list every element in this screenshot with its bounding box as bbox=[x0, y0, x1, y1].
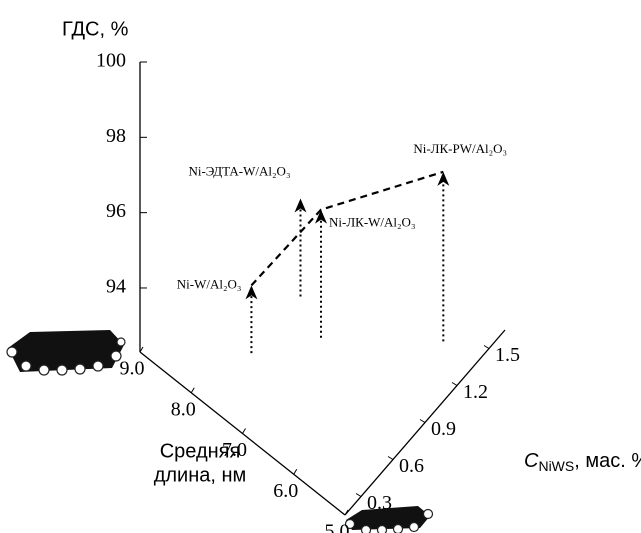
y-tick bbox=[452, 383, 457, 386]
y-axis-symbol: C bbox=[524, 450, 539, 472]
x-tick-label: 7.0 bbox=[222, 439, 247, 461]
x-tick bbox=[243, 429, 246, 434]
x-axis-title: длина, нм bbox=[154, 464, 247, 486]
point-label: Ni-W/Al₂O₃ bbox=[177, 276, 242, 291]
x-tick-label: 8.0 bbox=[171, 398, 196, 420]
y-tick-label: 1.2 bbox=[463, 381, 488, 403]
y-tick-label: 1.5 bbox=[495, 344, 520, 366]
y-tick bbox=[484, 346, 489, 349]
y-axis-subscript: NiWS bbox=[538, 458, 574, 474]
x-tick-label: 6.0 bbox=[273, 480, 298, 502]
point-label: Ni-ЭДТА-W/Al₂O₃ bbox=[188, 164, 290, 179]
point-label: Ni-ЛК-W/Al₂O₃ bbox=[329, 215, 415, 230]
point-arrow bbox=[437, 172, 449, 186]
chart: ГДС, % Средняя длина, нм CNiWS, мас. % 9… bbox=[0, 0, 641, 533]
z-tick-label: 100 bbox=[96, 50, 126, 72]
z-tick-label: 98 bbox=[106, 125, 126, 147]
y-tick bbox=[420, 420, 425, 423]
z-tick-label: 96 bbox=[106, 200, 126, 222]
z-tick-label: 94 bbox=[106, 276, 126, 298]
x-tick bbox=[294, 469, 297, 474]
x-tick-label: 9.0 bbox=[120, 358, 145, 380]
x-tick bbox=[191, 388, 194, 393]
y-tick bbox=[356, 494, 361, 497]
y-tick bbox=[388, 457, 393, 460]
y-axis-title: CNiWS, мас. % bbox=[524, 450, 641, 473]
point-label: Ni-ЛК-PW/Al₂O₃ bbox=[413, 141, 507, 156]
icon-long-slab bbox=[7, 330, 125, 375]
y-axis-rest: , мас. % bbox=[574, 450, 641, 472]
x-tick-label: 5.0 bbox=[325, 521, 350, 533]
y-tick-label: 0.9 bbox=[431, 418, 456, 440]
y-tick-label: 0.6 bbox=[399, 455, 424, 477]
y-tick-label: 0.3 bbox=[367, 492, 392, 514]
z-axis-title: ГДС, % bbox=[62, 18, 129, 40]
